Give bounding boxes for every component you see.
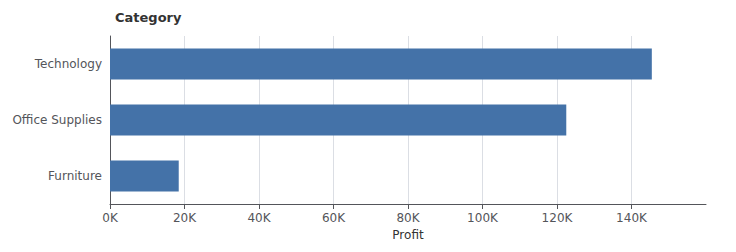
svg-text:Profit: Profit <box>392 228 424 242</box>
svg-text:120K: 120K <box>542 211 574 225</box>
svg-text:Category: Category <box>115 10 182 25</box>
svg-text:40K: 40K <box>247 211 271 225</box>
svg-text:Technology: Technology <box>34 57 102 71</box>
svg-text:100K: 100K <box>467 211 499 225</box>
svg-text:20K: 20K <box>173 211 197 225</box>
svg-text:Office Supplies: Office Supplies <box>12 113 102 127</box>
svg-text:Furniture: Furniture <box>48 169 102 183</box>
svg-text:0K: 0K <box>102 211 119 225</box>
svg-text:140K: 140K <box>616 211 648 225</box>
svg-text:80K: 80K <box>396 211 420 225</box>
svg-text:60K: 60K <box>322 211 346 225</box>
